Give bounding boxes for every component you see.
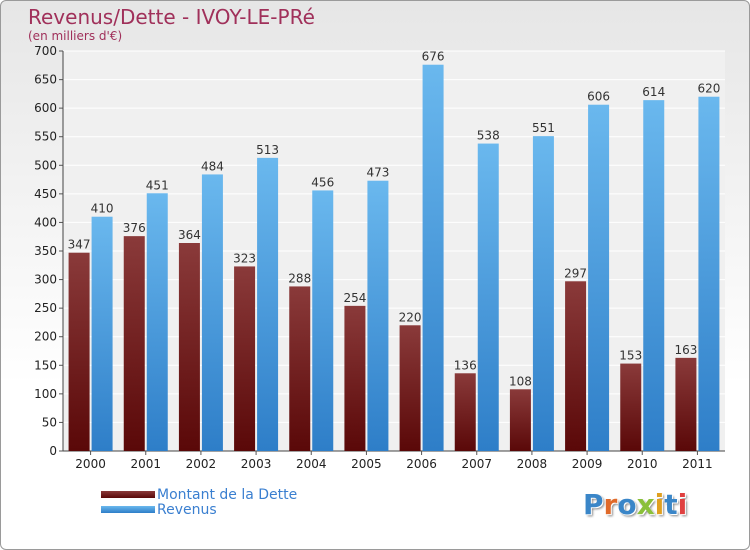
legend-label-revenus: Revenus — [157, 501, 217, 518]
bar-value-label-dette: 153 — [619, 349, 642, 363]
x-tick-label: 2008 — [517, 457, 548, 471]
logo-letter: o — [617, 488, 637, 521]
bar-dette — [344, 305, 366, 451]
bar-value-label-revenus: 676 — [422, 50, 445, 64]
x-tick-label: 2005 — [351, 457, 382, 471]
x-tick-label: 2009 — [572, 457, 603, 471]
bar-revenus — [312, 190, 334, 451]
bar-revenus — [477, 143, 499, 452]
x-tick-label: 2007 — [461, 457, 492, 471]
bar-value-label-dette: 323 — [233, 251, 256, 265]
legend: Montant de la Dette Revenus — [101, 486, 298, 518]
chart-title: Revenus/Dette - IVOY-LE-PRé — [28, 5, 315, 29]
legend-label-dette: Montant de la Dette — [157, 486, 298, 503]
bar-value-label-dette: 254 — [343, 291, 366, 305]
bar-revenus — [257, 157, 279, 451]
y-tick-label: 550 — [34, 130, 57, 144]
legend-item-revenus: Revenus — [101, 501, 297, 518]
bar-value-label-dette: 364 — [178, 228, 201, 242]
y-tick-label: 200 — [34, 330, 57, 344]
bar-value-label-revenus: 473 — [366, 166, 389, 180]
bar-value-label-revenus: 620 — [697, 82, 720, 96]
bar-value-label-dette: 288 — [288, 271, 311, 285]
x-tick-label: 2002 — [186, 457, 217, 471]
bar-value-label-revenus: 538 — [477, 129, 500, 143]
y-tick-label: 50 — [42, 415, 57, 429]
y-tick-label: 350 — [34, 244, 57, 258]
y-tick-label: 450 — [34, 187, 57, 201]
bar-revenus — [698, 96, 720, 451]
y-tick-label: 700 — [34, 44, 57, 58]
bar-dette — [399, 325, 421, 451]
x-tick-label: 2006 — [406, 457, 437, 471]
bar-revenus — [588, 104, 610, 451]
bar-revenus — [643, 100, 665, 452]
bar-revenus — [201, 174, 223, 451]
bar-dette — [178, 243, 200, 451]
bar-value-label-revenus: 513 — [256, 143, 279, 157]
bar-value-label-dette: 297 — [564, 266, 587, 280]
bar-dette — [234, 266, 256, 451]
bar-value-label-dette: 220 — [399, 310, 422, 324]
proxiti-logo: Proxiti — [583, 488, 687, 521]
bar-value-label-dette: 108 — [509, 374, 532, 388]
logo-letter: t — [664, 488, 678, 521]
bar-value-label-revenus: 456 — [311, 175, 334, 189]
logo-letter: i — [654, 488, 665, 521]
y-tick-label: 250 — [34, 301, 57, 315]
bar-revenus — [367, 180, 389, 451]
y-tick-label: 600 — [34, 101, 57, 115]
y-tick-label: 500 — [34, 158, 57, 172]
bar-value-label-revenus: 410 — [91, 202, 114, 216]
legend-swatch-dette — [101, 491, 155, 498]
x-tick-label: 2001 — [130, 457, 161, 471]
bar-value-label-revenus: 484 — [201, 159, 224, 173]
bar-dette — [454, 373, 476, 451]
y-tick-label: 400 — [34, 215, 57, 229]
bar-dette — [620, 363, 642, 451]
x-tick-label: 2010 — [627, 457, 658, 471]
y-tick-label: 0 — [49, 444, 57, 458]
y-tick-label: 300 — [34, 273, 57, 287]
legend-swatch-revenus — [101, 506, 155, 513]
bar-dette — [123, 236, 145, 451]
bar-revenus — [91, 216, 113, 451]
bar-value-label-dette: 163 — [674, 343, 697, 357]
y-tick-label: 100 — [34, 387, 57, 401]
bar-value-label-dette: 376 — [123, 221, 146, 235]
bar-dette — [509, 389, 531, 451]
logo-letter: r — [603, 488, 618, 521]
x-tick-label: 2004 — [296, 457, 327, 471]
x-tick-label: 2003 — [241, 457, 272, 471]
bar-value-label-dette: 136 — [454, 358, 477, 372]
legend-item-dette: Montant de la Dette — [101, 486, 298, 503]
bar-value-label-revenus: 451 — [146, 178, 169, 192]
bar-value-label-revenus: 551 — [532, 121, 555, 135]
bar-revenus — [532, 136, 554, 451]
x-tick-label: 2011 — [682, 457, 713, 471]
bar-dette — [565, 281, 587, 451]
logo-letter: P — [583, 488, 604, 521]
bar-revenus — [146, 193, 168, 452]
y-tick-label: 650 — [34, 73, 57, 87]
bar-value-label-revenus: 606 — [587, 90, 610, 104]
bar-dette — [675, 357, 697, 451]
logo-letter: x — [636, 488, 655, 521]
bar-dette — [289, 286, 311, 451]
bar-revenus — [422, 64, 444, 451]
x-tick-label: 2000 — [75, 457, 106, 471]
logo-letter: i — [677, 488, 688, 521]
chart-subtitle: (en milliers d'€) — [28, 29, 123, 43]
bar-dette — [68, 252, 90, 451]
y-tick-label: 150 — [34, 358, 57, 372]
bar-value-label-revenus: 614 — [642, 85, 665, 99]
bar-value-label-dette: 347 — [68, 238, 91, 252]
